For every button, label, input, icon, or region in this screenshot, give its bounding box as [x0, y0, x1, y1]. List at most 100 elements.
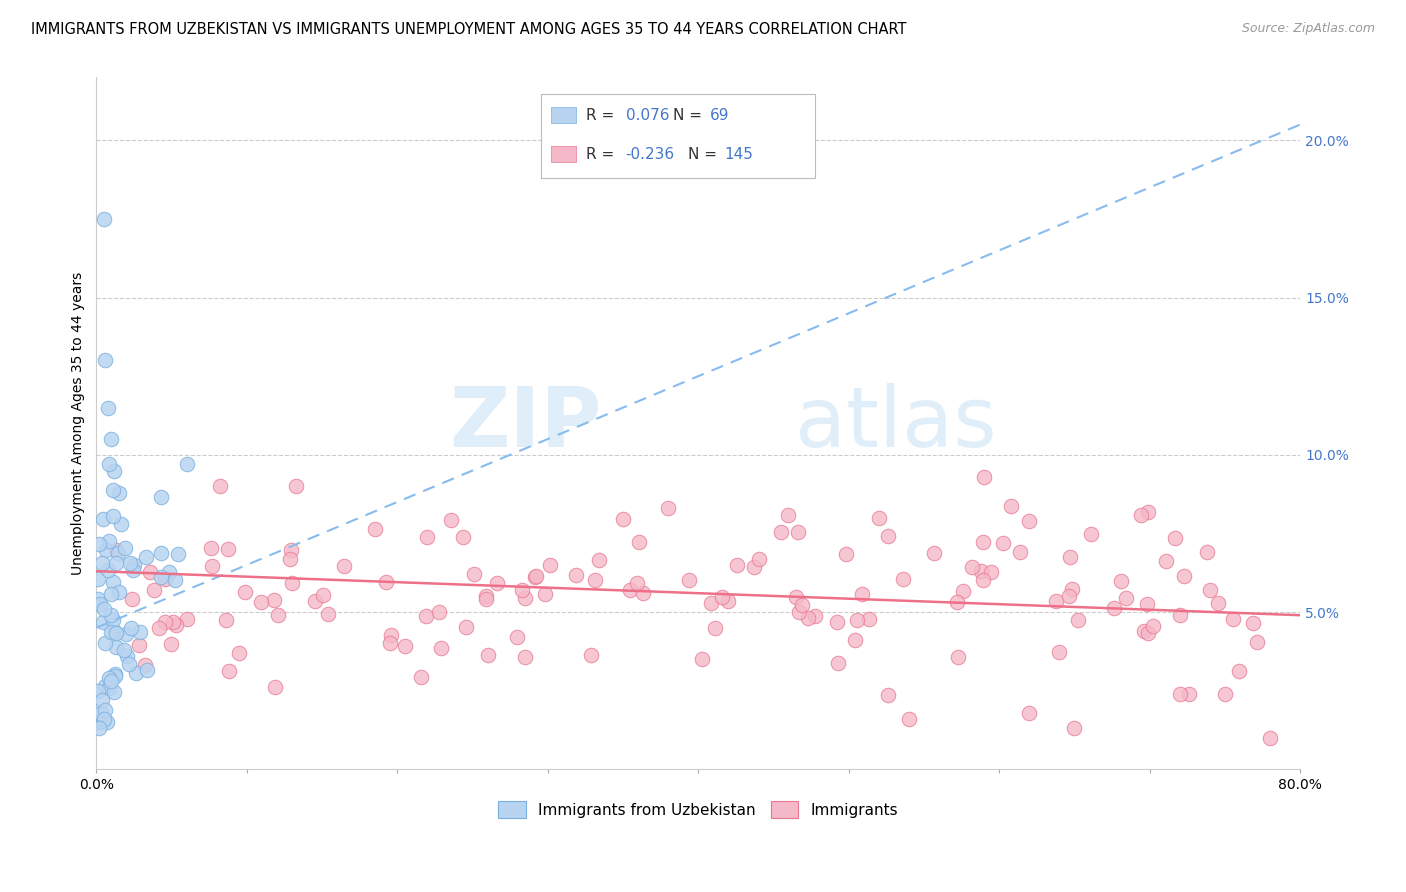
Point: [100, 673, 122, 688]
Point: [125, 665, 148, 680]
Point: [217, 541, 239, 556]
Point: [1063, 722, 1085, 736]
Point: [104, 667, 127, 681]
Point: [523, 569, 546, 583]
Point: [1067, 613, 1090, 627]
Point: [97, 671, 120, 685]
Point: [846, 613, 869, 627]
Point: [100, 625, 122, 640]
Point: [103, 464, 125, 478]
Point: [510, 582, 533, 597]
Point: [583, 573, 606, 587]
Point: [1062, 582, 1084, 596]
Point: [1178, 688, 1201, 702]
Point: [897, 712, 920, 726]
Point: [87, 572, 110, 586]
Point: [91, 512, 114, 526]
Point: [218, 664, 240, 678]
Point: [1227, 664, 1250, 678]
Point: [973, 470, 995, 484]
Point: [121, 592, 143, 607]
Point: [90, 706, 112, 720]
Point: [742, 560, 765, 574]
Point: [612, 512, 634, 526]
Point: [165, 618, 187, 632]
Point: [1018, 514, 1040, 528]
Point: [787, 605, 810, 619]
Point: [858, 612, 880, 626]
Text: N =: N =: [688, 147, 721, 161]
Point: [948, 649, 970, 664]
Point: [104, 624, 127, 639]
Point: [430, 641, 453, 656]
Point: [87, 715, 110, 730]
Point: [97, 534, 120, 549]
Point: [100, 432, 122, 446]
Point: [163, 573, 186, 587]
Point: [150, 490, 173, 504]
Point: [136, 663, 159, 677]
Point: [1168, 687, 1191, 701]
Point: [1129, 508, 1152, 522]
Point: [796, 611, 818, 625]
Point: [97, 563, 120, 577]
Point: [91, 715, 114, 730]
Point: [148, 621, 170, 635]
Point: [118, 556, 141, 570]
Point: [1142, 618, 1164, 632]
Point: [538, 558, 561, 572]
Point: [1241, 616, 1264, 631]
Point: [1198, 582, 1220, 597]
Point: [105, 640, 128, 655]
Point: [703, 621, 725, 635]
Point: [176, 612, 198, 626]
Point: [790, 598, 813, 612]
Point: [485, 576, 508, 591]
Point: [120, 622, 142, 636]
Point: [1173, 568, 1195, 582]
Point: [678, 573, 700, 587]
Point: [952, 583, 974, 598]
Point: [281, 576, 304, 591]
Point: [87, 684, 110, 698]
Point: [87, 592, 110, 607]
Point: [451, 530, 474, 544]
Point: [103, 685, 125, 699]
Point: [87, 537, 110, 551]
Point: [1080, 527, 1102, 541]
Point: [1133, 624, 1156, 639]
Point: [157, 565, 180, 579]
Point: [827, 656, 849, 670]
Point: [946, 595, 969, 609]
Point: [474, 592, 496, 607]
Point: [114, 541, 136, 556]
Point: [770, 524, 793, 539]
Text: ZIP: ZIP: [450, 383, 602, 464]
Point: [1197, 545, 1219, 559]
Point: [380, 628, 402, 642]
Point: [993, 535, 1015, 549]
Point: [135, 550, 157, 565]
Point: [803, 609, 825, 624]
Point: [233, 585, 256, 599]
Point: [98, 681, 121, 695]
Point: [717, 594, 740, 608]
Point: [1102, 601, 1125, 615]
Point: [280, 543, 302, 558]
Point: [104, 669, 127, 683]
Point: [90, 556, 112, 570]
Point: [263, 592, 285, 607]
Text: 145: 145: [724, 147, 754, 161]
Point: [117, 657, 139, 672]
Point: [115, 648, 138, 663]
Point: [176, 457, 198, 471]
Point: [378, 635, 401, 649]
Point: [506, 630, 529, 644]
Point: [970, 564, 993, 578]
Point: [657, 501, 679, 516]
Point: [215, 613, 238, 627]
Point: [201, 558, 224, 573]
Point: [416, 530, 439, 544]
Point: [631, 586, 654, 600]
Point: [581, 648, 603, 662]
